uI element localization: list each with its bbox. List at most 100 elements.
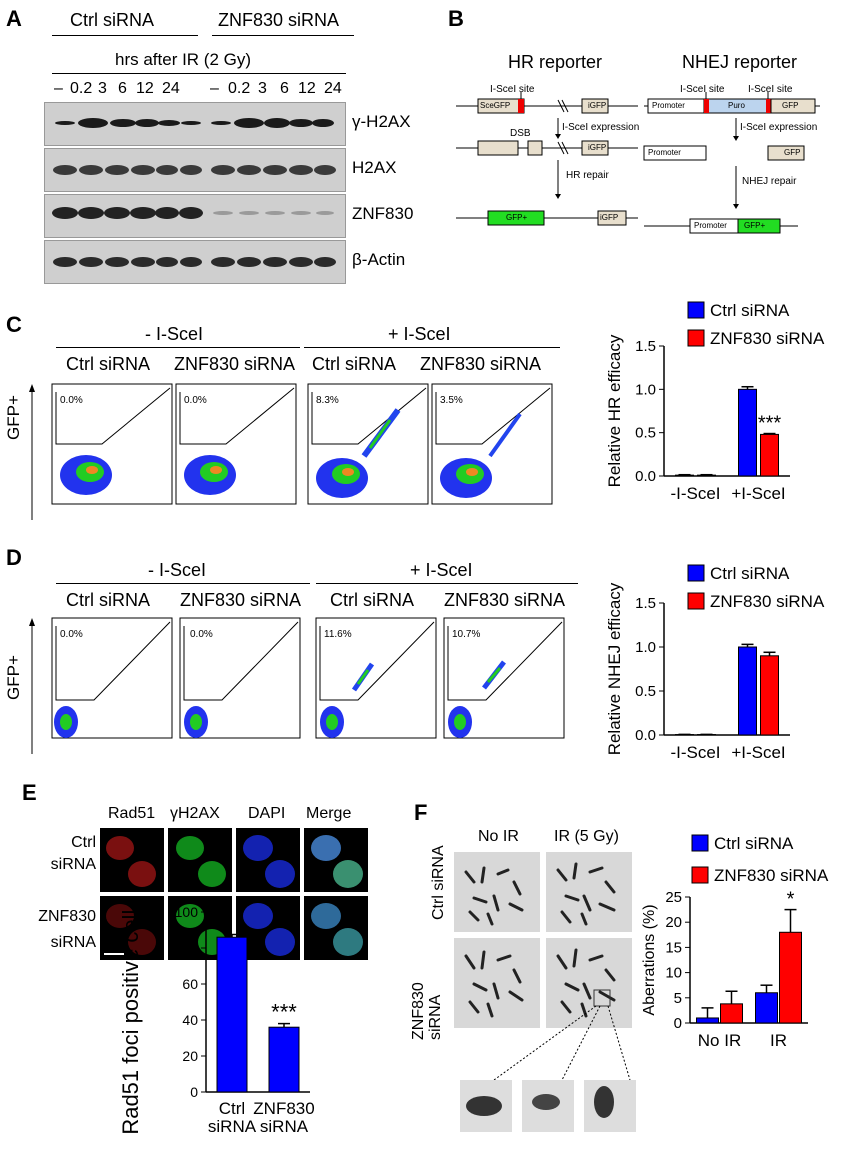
- y-tick-label: 0: [190, 1084, 198, 1100]
- f-bar-chart: 0 5 10 15 20 25 Aberrations (%) No IR IR * Ctrl si…: [641, 834, 829, 1050]
- x-tick-label: +I-SceI: [731, 484, 785, 503]
- c-minus-line: [56, 347, 300, 348]
- y-tick-label: 5: [674, 990, 682, 1007]
- legend-label: Ctrl siRNA: [710, 301, 790, 320]
- bar: [696, 1017, 719, 1024]
- b-scegfp: SceGFP: [480, 101, 511, 110]
- a-tp: 3: [258, 80, 267, 97]
- y-tick-label: 100: [175, 904, 199, 920]
- a-bands-gh2ax: [55, 118, 334, 128]
- a-label-gh2ax: γ-H2AX: [352, 112, 411, 131]
- bar: [738, 388, 757, 477]
- c-pct-3: 8.3%: [316, 395, 339, 406]
- c-flow-plots: [29, 383, 553, 520]
- a-tp: 12: [136, 80, 154, 97]
- panel-label-e: E: [22, 780, 37, 805]
- legend-label: ZNF830 siRNA: [710, 592, 825, 611]
- c-plus-line: [304, 347, 560, 348]
- c-pct-4: 3.5%: [440, 395, 463, 406]
- b-promoter-1: Promoter: [652, 101, 685, 110]
- d-plus-line: [316, 583, 578, 584]
- y-tick-label: 1.5: [635, 595, 656, 612]
- legend-label: Ctrl siRNA: [710, 564, 790, 583]
- c-pct-1: 0.0%: [60, 395, 83, 406]
- a-group-ctrl: Ctrl siRNA: [70, 10, 154, 30]
- a-time-header: hrs after IR (2 Gy): [115, 50, 252, 69]
- y-tick-label: 40: [182, 1012, 198, 1028]
- bar: [216, 936, 248, 1093]
- panel-label-f: F: [414, 800, 428, 825]
- b-isce1-expr-hr: I-SceI expression: [562, 122, 640, 133]
- y-tick-label: 1.5: [635, 338, 656, 355]
- c-ctrl-2: Ctrl siRNA: [312, 354, 396, 374]
- b-isce1-site-n2: I-SceI site: [748, 84, 793, 95]
- a-tp: –: [210, 80, 219, 97]
- y-tick-label: 0: [674, 1015, 682, 1032]
- e-bar-chart: 0 20 40 60 80 100 Rad51 foci positive cell (%)…: [118, 900, 315, 1136]
- a-time-line: [52, 73, 346, 74]
- c-plus-isce1: + I-SceI: [388, 324, 451, 344]
- a-label-actin: β-Actin: [352, 250, 406, 269]
- a-group-ctrl-line: [52, 35, 198, 36]
- d-znf-2: ZNF830 siRNA: [444, 590, 566, 610]
- b-gfp-plus-nhej: GFP+: [744, 221, 766, 230]
- d-ctrl-1: Ctrl siRNA: [66, 590, 150, 610]
- legend-label: ZNF830 siRNA: [710, 329, 825, 348]
- x-tick-label: ZNF830: [253, 1099, 314, 1118]
- legend-swatch: [687, 329, 705, 347]
- y-tick-label: 10: [665, 965, 682, 982]
- a-blot-actin: [44, 240, 346, 284]
- b-igfp-2: iGFP: [588, 143, 607, 152]
- b-diagram: [456, 92, 820, 234]
- x-tick-label: IR: [770, 1031, 787, 1050]
- d-plus-isce1: + I-SceI: [410, 560, 473, 580]
- a-bands-actin: [53, 257, 336, 267]
- bar: [779, 931, 802, 1024]
- d-pct-4: 10.7%: [452, 629, 481, 640]
- d-pct-1: 0.0%: [60, 629, 83, 640]
- y-tick-label: 20: [665, 914, 682, 931]
- legend-swatch: [691, 834, 709, 852]
- x-tick-label: Ctrl: [219, 1099, 245, 1118]
- d-ctrl-2: Ctrl siRNA: [330, 590, 414, 610]
- b-nhej-title: NHEJ reporter: [682, 52, 798, 72]
- y-tick-label: 60: [182, 976, 198, 992]
- d-minus-isce1: - I-SceI: [148, 560, 207, 580]
- y-tick-label: 1.0: [635, 639, 656, 656]
- d-minus-line: [56, 583, 310, 584]
- a-blot-znf830: [44, 194, 346, 238]
- y-tick-label: 20: [182, 1048, 198, 1064]
- bar: [720, 1003, 743, 1024]
- e-row-znf: ZNF830 siRNA: [38, 908, 96, 951]
- b-igfp-3: iGFP: [600, 213, 619, 222]
- a-tp: 12: [298, 80, 316, 97]
- y-tick-label: 1.0: [635, 381, 656, 398]
- x-tick-label: +I-SceI: [731, 743, 785, 762]
- significance-marker: ***: [271, 1000, 297, 1025]
- bar: [755, 992, 778, 1024]
- b-dsb: DSB: [510, 128, 531, 139]
- a-label-znf830: ZNF830: [352, 204, 414, 223]
- a-group-znf: ZNF830 siRNA: [218, 10, 340, 30]
- c-znf-2: ZNF830 siRNA: [420, 354, 542, 374]
- panel-label-d: D: [6, 545, 22, 570]
- bar: [760, 655, 779, 736]
- panel-label-a: A: [6, 6, 22, 31]
- d-ylabel: GFP+: [4, 655, 23, 700]
- y-tick-label: 0.0: [635, 727, 656, 744]
- panel-label-c: C: [6, 312, 22, 337]
- c-minus-isce1: - I-SceI: [145, 324, 204, 344]
- e-row-ctrl: Ctrl siRNA: [50, 834, 96, 873]
- legend-label: Ctrl siRNA: [714, 834, 794, 853]
- a-group-znf-line: [212, 35, 354, 36]
- legend-swatch: [691, 866, 709, 884]
- a-tp: 24: [324, 80, 342, 97]
- a-tp: 24: [162, 80, 180, 97]
- b-isce1-expr-nhej: I-SceI expression: [740, 122, 818, 133]
- y-axis-label: Relative NHEJ efficacy: [605, 582, 624, 755]
- y-tick-label: 0.5: [635, 425, 656, 442]
- a-label-h2ax: H2AX: [352, 158, 397, 177]
- a-tp: 0.2: [70, 80, 93, 97]
- a-bands-znf830: [52, 207, 334, 219]
- f-row-znf: ZNF830 siRNA: [410, 982, 444, 1040]
